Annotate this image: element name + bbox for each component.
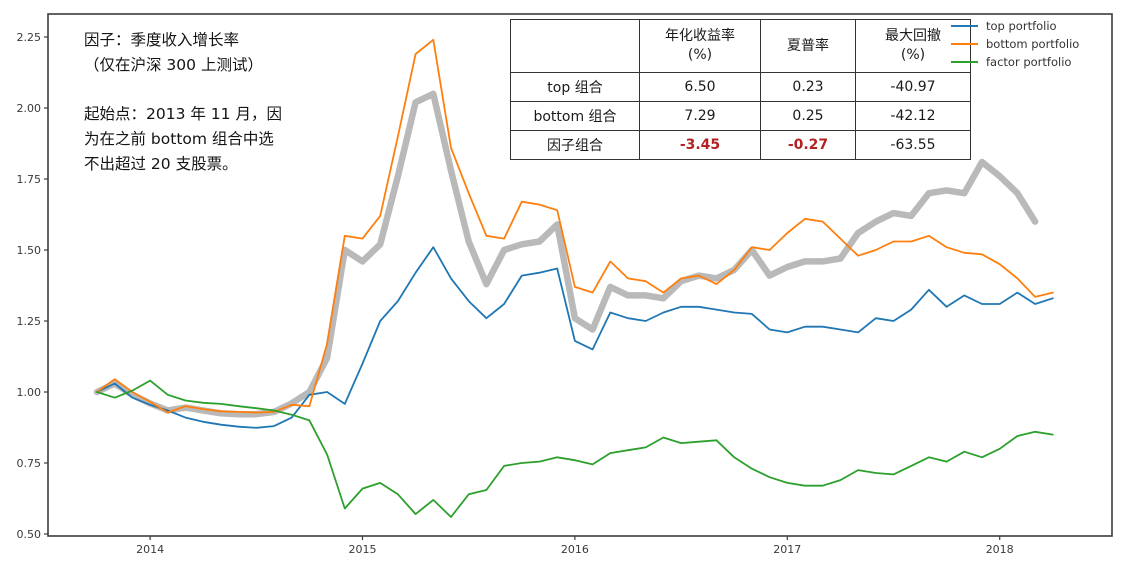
table-row-factor: 因子组合 -3.45 -0.27 -63.55 bbox=[510, 130, 971, 160]
cell-value: -3.45 bbox=[639, 130, 761, 160]
y-tick-label: 2.25 bbox=[17, 31, 42, 44]
y-tick-label: 1.75 bbox=[17, 173, 42, 186]
x-tick-label: 2017 bbox=[773, 543, 801, 556]
stats-header-row: 年化收益率 (%) 夏普率 最大回撤 (%) bbox=[510, 19, 971, 73]
annotation-startpoint-text: 起始点：2013 年 11 月，因 为在之前 bottom 组合中选 不出超过 … bbox=[84, 105, 282, 173]
legend-item-factor: factor portfolio bbox=[951, 53, 1079, 71]
legend-item-bottom: bottom portfolio bbox=[951, 35, 1079, 53]
series-line-top-portfolio bbox=[96, 246, 1054, 429]
y-tick-label: 0.75 bbox=[17, 457, 42, 470]
row-label: top 组合 bbox=[510, 72, 640, 102]
series-line-factor-portfolio bbox=[96, 379, 1054, 518]
cell-value: -0.27 bbox=[760, 130, 856, 160]
axes-spines bbox=[47, 13, 1113, 537]
legend-line-swatch-blue bbox=[951, 25, 978, 27]
y-tick-label: 1.00 bbox=[17, 386, 42, 399]
annotation-block: 因子：季度收入增长率 （仅在沪深 300 上测试） 起始点：2013 年 11 … bbox=[84, 28, 364, 201]
legend-line-swatch-orange bbox=[951, 43, 978, 45]
y-tick-label: 1.50 bbox=[17, 244, 42, 257]
y-tick-label: 2.00 bbox=[17, 102, 42, 115]
legend-label: top portfolio bbox=[986, 19, 1057, 33]
y-tick-label: 0.50 bbox=[17, 528, 42, 541]
row-label: bottom 组合 bbox=[510, 101, 640, 131]
table-row-top: top 组合 6.50 0.23 -40.97 bbox=[510, 72, 971, 102]
stats-header-sharpe: 夏普率 bbox=[760, 19, 856, 73]
legend-line-swatch-green bbox=[951, 61, 978, 63]
x-tick-label: 2016 bbox=[561, 543, 589, 556]
x-tick-label: 2018 bbox=[986, 543, 1014, 556]
cell-value: -42.12 bbox=[855, 101, 971, 131]
cell-value: -40.97 bbox=[855, 72, 971, 102]
legend-label: bottom portfolio bbox=[986, 37, 1080, 51]
annotation-factor-text: 因子：季度收入增长率 （仅在沪深 300 上测试） bbox=[84, 31, 263, 74]
chart-legend: top portfolio bottom portfolio factor po… bbox=[951, 17, 1079, 71]
cell-value: 6.50 bbox=[639, 72, 761, 102]
legend-item-top: top portfolio bbox=[951, 17, 1079, 35]
stats-corner-cell bbox=[510, 19, 640, 73]
stats-table: 年化收益率 (%) 夏普率 最大回撤 (%) top 组合 6.50 0.23 … bbox=[510, 19, 971, 160]
legend-label: factor portfolio bbox=[986, 55, 1072, 69]
stats-header-annual-return: 年化收益率 (%) bbox=[639, 19, 761, 73]
table-row-bottom: bottom 组合 7.29 0.25 -42.12 bbox=[510, 101, 971, 131]
series-line-benchmark-gray bbox=[93, 90, 1039, 418]
y-tick-label: 1.25 bbox=[17, 315, 42, 328]
cell-value: 0.25 bbox=[760, 101, 856, 131]
row-label: 因子组合 bbox=[510, 130, 640, 160]
x-tick-label: 2014 bbox=[136, 543, 164, 556]
x-tick-label: 2015 bbox=[349, 543, 377, 556]
cell-value: -63.55 bbox=[855, 130, 971, 160]
cell-value: 0.23 bbox=[760, 72, 856, 102]
series-line-bottom-portfolio bbox=[96, 38, 1054, 414]
cell-value: 7.29 bbox=[639, 101, 761, 131]
